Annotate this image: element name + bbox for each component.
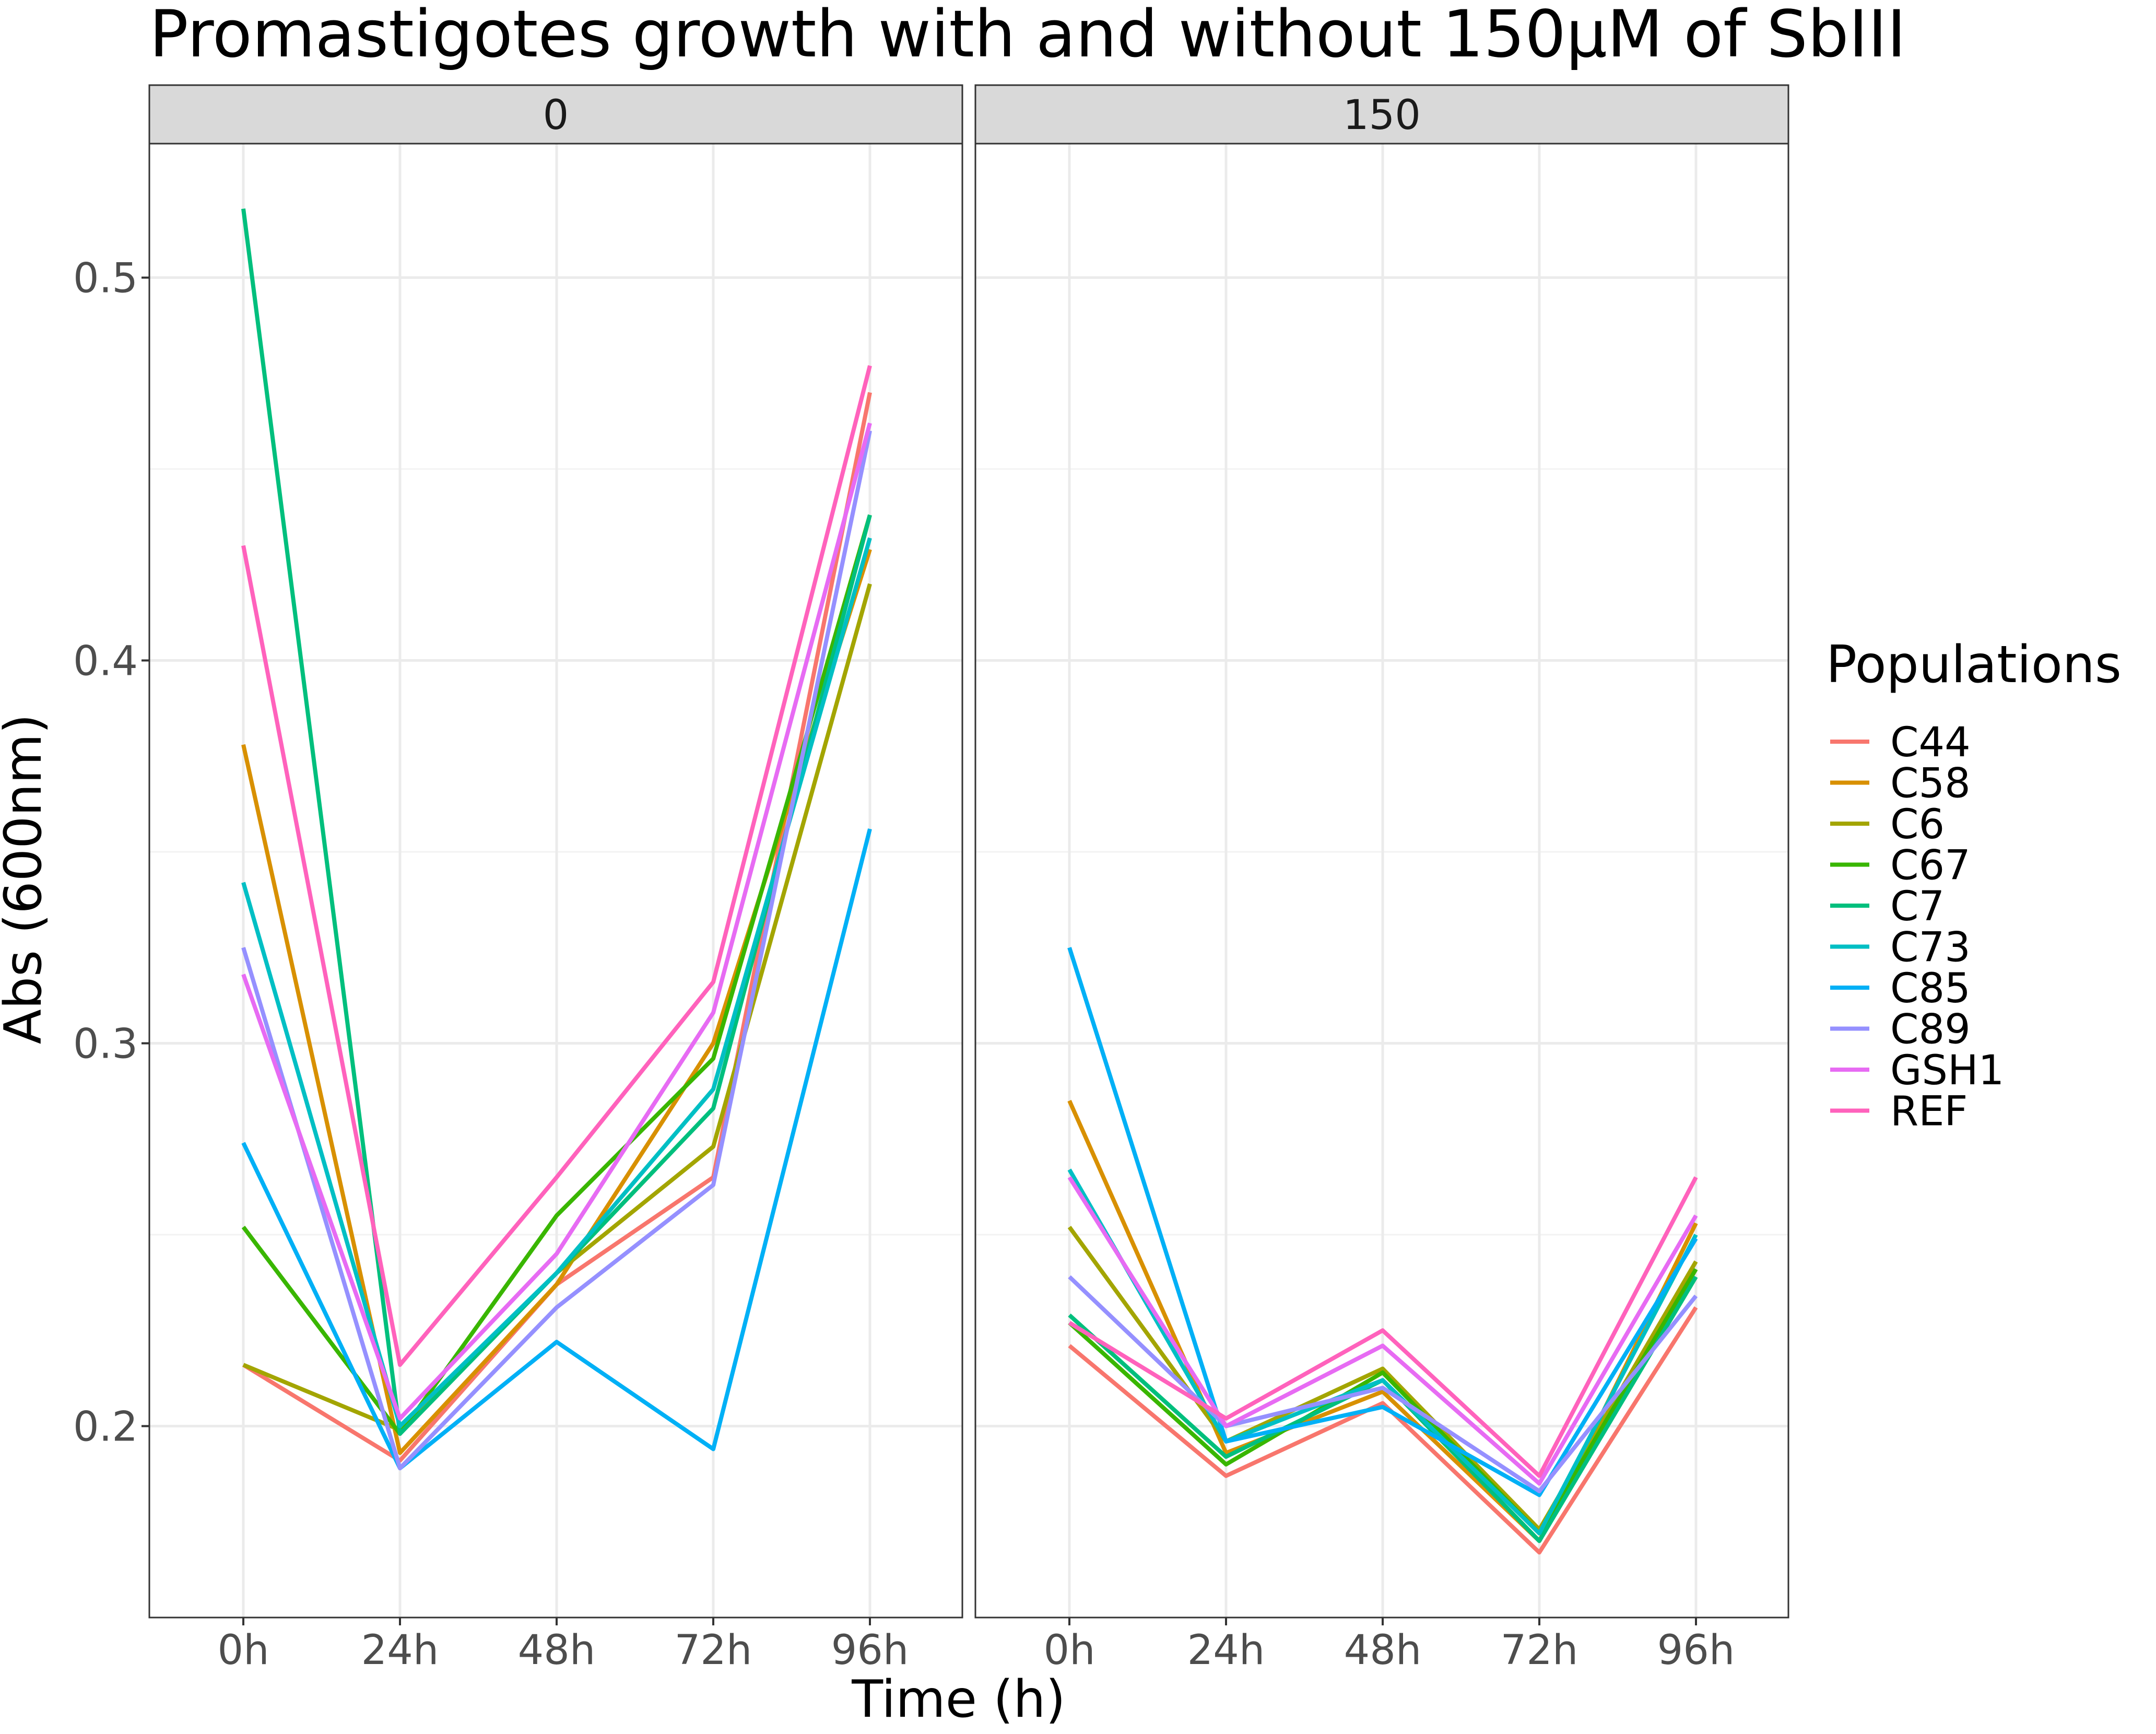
series-line-c73-facet-150 — [1067, 1168, 1698, 1536]
legend-label: C67 — [1890, 842, 1971, 889]
facet-panels: 0 0h 24h 48h 72h 96h 0.2 0.3 0.4 0.5 150 0h 24h 48h 72… — [73, 84, 1789, 1674]
series-line-c89-facet-0 — [241, 430, 872, 1471]
series-line-ref-facet-150 — [1068, 1176, 1698, 1478]
y-tick-label: 0.3 — [73, 1021, 138, 1068]
series-line-c85-facet-0 — [241, 828, 872, 1471]
x-tick-label: 0h — [217, 1627, 269, 1674]
x-tick-label: 48h — [518, 1627, 596, 1674]
legend-item-c44: C44 — [1830, 719, 1971, 766]
facet-strip-label: 0 — [543, 92, 569, 139]
legend-item-c6: C6 — [1830, 801, 1945, 848]
series-line-c89-facet-150 — [1068, 1275, 1698, 1494]
legend-label: C73 — [1890, 924, 1971, 971]
legend-item-c67: C67 — [1830, 842, 1971, 889]
y-axis-title: Abs (600nm) — [0, 714, 53, 1045]
y-tick-label: 0.5 — [73, 255, 138, 302]
facet-strip — [974, 84, 1789, 145]
series-line-ref-facet-0 — [241, 365, 872, 1367]
facet-panel-0: 0 0h 24h 48h 72h 96h 0.2 0.3 0.4 0.5 — [73, 84, 963, 1674]
legend-label: C85 — [1890, 965, 1971, 1012]
facet-strip — [148, 84, 963, 145]
x-tick-label: 24h — [361, 1627, 439, 1674]
x-tick-label: 72h — [675, 1627, 752, 1674]
x-tick-label: 96h — [1657, 1627, 1735, 1674]
legend-item-gsh1: GSH1 — [1830, 1047, 2004, 1094]
series-line-c67-facet-150 — [1068, 1268, 1698, 1536]
legend-label: GSH1 — [1890, 1047, 2004, 1094]
y-tick-label: 0.2 — [73, 1404, 138, 1451]
y-tick-label: 0.4 — [73, 638, 138, 685]
series-line-gsh1-facet-0 — [241, 423, 872, 1421]
series-line-c67-facet-0 — [241, 514, 872, 1436]
facet-panel-150: 150 0h 24h 48h 72h 96h — [974, 84, 1789, 1674]
legend-label: REF — [1890, 1088, 1968, 1135]
legend: Populations C44C58C6C67C7C73C85C89GSH1RE… — [1826, 635, 2122, 1135]
x-tick-label: 48h — [1344, 1627, 1422, 1674]
legend-label: C7 — [1890, 883, 1945, 930]
x-axis-title: Time (h) — [851, 1670, 1066, 1729]
series-line-c85-facet-150 — [1067, 947, 1698, 1497]
legend-label: C6 — [1890, 801, 1945, 848]
chart-title: Promastigotes growth with and without 15… — [149, 0, 1906, 72]
series-line-gsh1-facet-150 — [1067, 1176, 1698, 1486]
legend-label: C58 — [1890, 760, 1971, 807]
x-tick-label: 96h — [831, 1627, 909, 1674]
legend-item-c7: C7 — [1830, 883, 1945, 930]
series-line-c6-facet-150 — [1067, 1225, 1698, 1532]
series-line-c73-facet-0 — [241, 537, 872, 1428]
x-tick-label: 72h — [1501, 1627, 1578, 1674]
legend-title: Populations — [1826, 635, 2122, 695]
legend-label: C89 — [1890, 1006, 1971, 1053]
x-tick-label: 0h — [1043, 1627, 1095, 1674]
facet-strip-label: 150 — [1343, 92, 1421, 139]
legend-item-c73: C73 — [1830, 924, 1971, 971]
legend-label: C44 — [1890, 719, 1971, 766]
legend-item-c85: C85 — [1830, 965, 1971, 1012]
series-line-c44-facet-150 — [1068, 1306, 1698, 1555]
x-tick-label: 24h — [1187, 1627, 1265, 1674]
legend-item-ref: REF — [1830, 1088, 1968, 1135]
legend-item-c89: C89 — [1830, 1006, 1971, 1053]
legend-item-c58: C58 — [1830, 760, 1971, 807]
